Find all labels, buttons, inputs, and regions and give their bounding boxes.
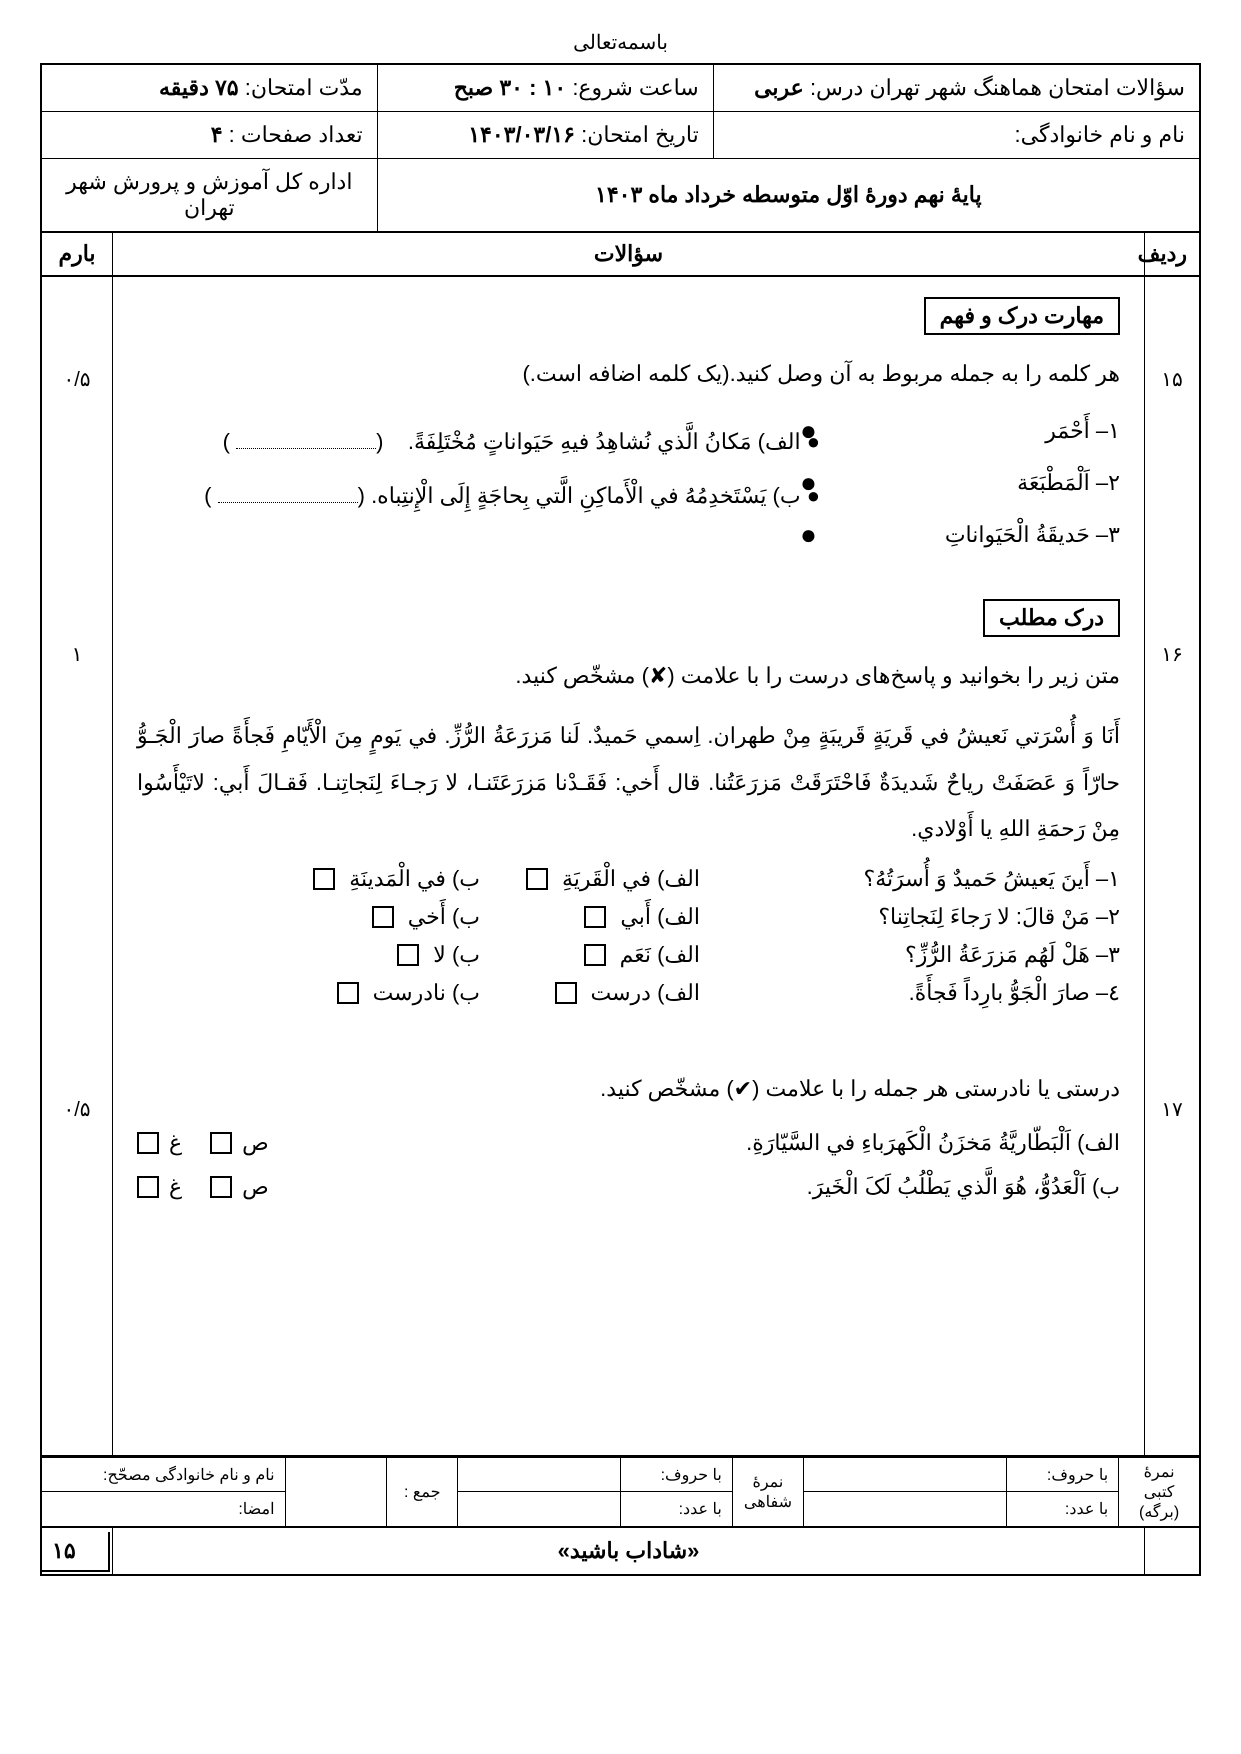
- footer-brg: (برگه): [1129, 1502, 1189, 1522]
- q17-s1: الف) اَلْبَطّاريَّةُ مَخزَنُ الْکَهرَباء…: [269, 1130, 1120, 1156]
- q16-i3-a: الف) نَعَم: [620, 942, 700, 968]
- q16-i2-b: ب) أَخي: [408, 904, 480, 930]
- final-row: «شاداب باشید» جمع: [40, 1528, 1201, 1576]
- content-area: ۱۵ ۱۶ ۱۷ مهارت درک و فهم هر کلمه را به ج…: [40, 277, 1201, 1457]
- footer-ba2-val[interactable]: [458, 1492, 621, 1527]
- subject-value: عربی: [754, 75, 804, 100]
- pages-value: ۴: [211, 122, 223, 147]
- q16-i1-a: الف) في الْقَريَةِ: [562, 866, 700, 892]
- q15-prompt: هر کلمه را به جمله مربوط به آن وصل کنید.…: [137, 351, 1120, 397]
- pages-label: تعداد صفحات :: [229, 122, 363, 147]
- footer-ba2: با عدد:: [621, 1492, 733, 1527]
- q15-word2-num: ۲–: [1096, 470, 1120, 496]
- section1-title: مهارت درک و فهم: [924, 297, 1120, 335]
- q17-s1-true-checkbox[interactable]: [210, 1132, 232, 1154]
- duration-label: مدّت امتحان:: [245, 75, 363, 100]
- q16-i2-q: ۲– مَنْ قالَ: لا رَجاءَ لِنَجاتِنا؟: [700, 904, 1120, 930]
- q16-i4-q: ٤– صارَ الْجَوُّ بارِداً فَجأَةً.: [700, 980, 1120, 1006]
- q15-word3-num: ۳–: [1096, 522, 1120, 548]
- q17-barem: ۰/۵: [42, 1077, 112, 1142]
- duration-value: ۷۵ دقیقه: [159, 75, 239, 100]
- footer-bh2-val[interactable]: [458, 1458, 621, 1492]
- subject-label: سؤالات امتحان هماهنگ شهر تهران درس:: [810, 75, 1185, 100]
- q16-i4-b: ب) نادرست: [373, 980, 480, 1006]
- footer-bh2: با حروف:: [621, 1458, 733, 1492]
- col-radif-header: ردیف: [1144, 233, 1199, 275]
- bullet-icon: ●: [800, 519, 817, 551]
- q17-s2-false-checkbox[interactable]: [137, 1176, 159, 1198]
- q16-options: ۱– أَينَ يَعيشُ حَميدٌ وَ أُسرَتُهُ؟ الف…: [137, 866, 1120, 1006]
- start-time-value: ۱۰ : ۳۰ صبح: [454, 75, 566, 100]
- q16-i1-b: ب) في الْمَدينَةِ: [349, 866, 480, 892]
- footer-grade-table: نمرهٔ کتبی (برگه) با حروف: نمرهٔ شفاهی ب…: [40, 1457, 1201, 1528]
- q15-word2-text: اَلْمَطْبَعَة: [1017, 470, 1090, 496]
- q15-word1-text: أَحْمَر: [1045, 418, 1090, 444]
- footer-ba1: با عدد:: [1007, 1492, 1119, 1527]
- start-time-label: ساعت شروع:: [572, 75, 698, 100]
- q16-i2-b-checkbox[interactable]: [372, 906, 394, 928]
- q15-barem: ۰/۵: [42, 347, 112, 412]
- q15-word1-num: ۱–: [1096, 418, 1120, 444]
- q16-i3-a-checkbox[interactable]: [584, 944, 606, 966]
- q17-prompt: درستی یا نادرستی هر جمله را با علامت (✔)…: [137, 1066, 1120, 1112]
- q17-s1-false-label: غ: [169, 1130, 182, 1156]
- grade-title: پایهٔ نهم دورهٔ اوّل متوسطه خرداد ماه ۱۴…: [595, 182, 982, 207]
- q16-passage: أَنَا وَ أُسْرَتي نَعيشُ في قَريَةٍ قَري…: [137, 713, 1120, 852]
- q15-blank-a[interactable]: [236, 448, 376, 449]
- q16-i3-q: ۳– هَلْ لَهُم مَزرَعَةُ الرُّزِّ؟: [700, 942, 1120, 968]
- page-top-title: باسمه‌تعالی: [40, 30, 1201, 55]
- q16-i1-b-checkbox[interactable]: [313, 868, 335, 890]
- footer-jam: جمع :: [387, 1458, 458, 1528]
- q16-block: درک مطلب متن زیر را بخوانید و پاسخ‌های د…: [113, 579, 1144, 1046]
- col-barem-header: بارم: [42, 233, 112, 275]
- q17-s2-true-label: ص: [242, 1174, 269, 1200]
- q16-prompt: متن زیر را بخوانید و پاسخ‌های درست را با…: [137, 653, 1120, 699]
- footer-nk: نمرهٔ کتبی: [1129, 1462, 1189, 1502]
- org-title: اداره کل آموزش و پرورش شهر تهران: [66, 169, 352, 220]
- header-table: سؤالات امتحان هماهنگ شهر تهران درس: عربی…: [40, 63, 1201, 233]
- section2-title: درک مطلب: [983, 599, 1120, 637]
- q16-i1-q: ۱– أَينَ يَعيشُ حَميدٌ وَ أُسرَتُهُ؟: [700, 866, 1120, 892]
- q16-i3-b-checkbox[interactable]: [397, 944, 419, 966]
- q16-i4-b-checkbox[interactable]: [337, 982, 359, 1004]
- q17-s2-false-label: غ: [169, 1174, 182, 1200]
- footer-bh1-val[interactable]: [804, 1458, 1007, 1492]
- date-label: تاریخ امتحان:: [581, 122, 699, 147]
- final-motto: «شاداب باشید»: [112, 1528, 1144, 1574]
- q15-sent-b: ● ب) يَسْتَخدِمُهُ في الْأَماکِنِ الَّتي…: [371, 483, 820, 508]
- column-headers: ردیف سؤالات بارم: [40, 233, 1201, 277]
- final-total: ۱۵: [40, 1532, 110, 1572]
- footer-nsh: نمرهٔ شفاهی: [732, 1458, 803, 1528]
- q15-number: ۱۵: [1145, 347, 1199, 412]
- q17-block: درستی یا نادرستی هر جمله را با علامت (✔)…: [113, 1046, 1144, 1246]
- q17-s2-true-checkbox[interactable]: [210, 1176, 232, 1198]
- q16-barem: ۱: [42, 622, 112, 687]
- q15-blank-b[interactable]: [218, 502, 358, 503]
- q15-sent-a: ● الف) مَکانُ الَّذي نُشاهِدُ فيهِ حَيَو…: [408, 429, 820, 454]
- q15-word3-text: حَديقَةُ الْحَيَواناتِ: [945, 522, 1090, 548]
- col-soalat-header: سؤالات: [112, 233, 1144, 275]
- footer-bh1: با حروف:: [1007, 1458, 1119, 1492]
- q17-number: ۱۷: [1145, 1077, 1199, 1142]
- footer-teacher: نام و نام خانوادگی مصحّح:: [41, 1458, 285, 1492]
- q16-i1-a-checkbox[interactable]: [526, 868, 548, 890]
- q16-i3-b: ب) لا: [433, 942, 480, 968]
- q15-block: مهارت درک و فهم هر کلمه را به جمله مربوط…: [113, 277, 1144, 579]
- q16-i2-a-checkbox[interactable]: [584, 906, 606, 928]
- q17-s1-true-label: ص: [242, 1130, 269, 1156]
- q16-i4-a-checkbox[interactable]: [555, 982, 577, 1004]
- q16-number: ۱۶: [1145, 622, 1199, 687]
- q16-i4-a: الف) درست: [591, 980, 700, 1006]
- q16-i2-a: الف) أَبي: [620, 904, 700, 930]
- q17-s2: ب) اَلْعَدُوُّ، هُوَ الَّذي يَطْلُبُ لَک…: [269, 1174, 1120, 1200]
- q17-s1-false-checkbox[interactable]: [137, 1132, 159, 1154]
- name-label: نام و نام خانوادگی:: [1015, 122, 1185, 147]
- footer-jam-val[interactable]: [285, 1458, 387, 1528]
- footer-ba1-val[interactable]: [804, 1492, 1007, 1527]
- date-value: ۱۴۰۳/۰۳/۱۶: [468, 122, 575, 147]
- footer-sign: امضا:: [41, 1492, 285, 1527]
